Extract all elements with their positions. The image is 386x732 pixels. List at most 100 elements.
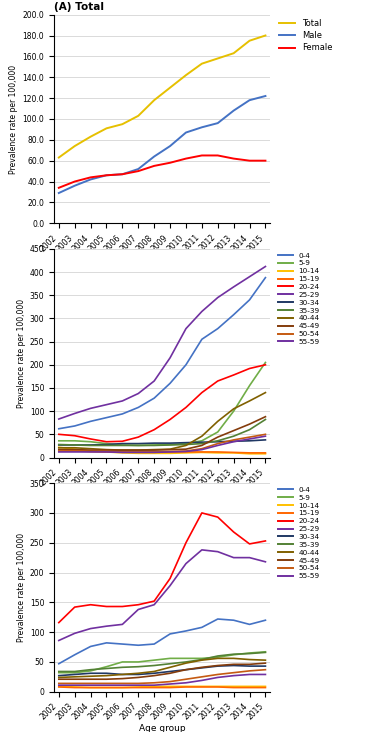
25-29 (263, 262, 268, 271)
10-14 (231, 449, 236, 458)
35-39 (104, 441, 109, 450)
0-4 (168, 630, 173, 638)
5-9 (215, 427, 220, 436)
55-59 (136, 681, 141, 690)
50-54 (200, 444, 204, 453)
45-49 (136, 673, 141, 681)
25-29 (104, 621, 109, 630)
45-49 (73, 675, 77, 684)
25-29 (56, 414, 61, 423)
40-44 (231, 654, 236, 662)
5-9 (136, 441, 141, 450)
55-59 (56, 447, 61, 456)
25-29 (88, 624, 93, 633)
40-44 (136, 446, 141, 455)
5-9 (184, 439, 188, 448)
30-34 (136, 439, 141, 448)
15-19 (231, 448, 236, 457)
45-49 (88, 675, 93, 684)
50-54 (168, 447, 173, 456)
50-54 (56, 679, 61, 688)
20-24 (184, 403, 188, 412)
50-54 (184, 675, 188, 684)
Line: Total: Total (59, 35, 266, 157)
Total (88, 132, 93, 141)
45-49 (215, 433, 220, 441)
0-4 (200, 623, 204, 632)
45-49 (88, 446, 93, 455)
15-19 (136, 683, 141, 692)
35-39 (263, 415, 268, 424)
30-34 (184, 438, 188, 447)
Line: 5-9: 5-9 (59, 651, 266, 673)
5-9 (200, 436, 204, 445)
55-59 (88, 681, 93, 690)
50-54 (231, 436, 236, 444)
10-14 (263, 449, 268, 458)
10-14 (247, 449, 252, 458)
5-9 (152, 656, 156, 665)
50-54 (136, 447, 141, 456)
20-24 (247, 364, 252, 373)
Line: 35-39: 35-39 (59, 652, 266, 671)
45-49 (56, 445, 61, 454)
0-4 (215, 615, 220, 624)
10-14 (184, 682, 188, 691)
5-9 (231, 651, 236, 660)
20-24 (56, 619, 61, 627)
45-49 (263, 659, 268, 668)
0-4 (88, 642, 93, 651)
Female (56, 184, 61, 193)
50-54 (263, 430, 268, 438)
Line: 30-34: 30-34 (59, 440, 266, 445)
35-39 (168, 660, 173, 668)
15-19 (215, 682, 220, 691)
55-59 (104, 447, 109, 456)
5-9 (73, 436, 77, 445)
30-34 (215, 437, 220, 446)
15-19 (104, 683, 109, 692)
5-9 (136, 657, 141, 666)
20-24 (104, 602, 109, 611)
35-39 (56, 667, 61, 676)
20-24 (73, 602, 77, 611)
20-24 (200, 388, 204, 397)
0-4 (120, 640, 125, 649)
50-54 (104, 447, 109, 456)
40-44 (120, 446, 125, 455)
40-44 (56, 673, 61, 681)
15-19 (56, 445, 61, 454)
0-4 (231, 616, 236, 624)
35-39 (247, 425, 252, 434)
35-39 (88, 441, 93, 450)
35-39 (120, 441, 125, 450)
45-49 (231, 426, 236, 435)
50-54 (88, 679, 93, 688)
15-19 (120, 683, 125, 692)
Line: 55-59: 55-59 (59, 436, 266, 452)
55-59 (152, 681, 156, 690)
50-54 (56, 447, 61, 455)
30-34 (88, 669, 93, 678)
55-59 (120, 448, 125, 457)
Female (247, 156, 252, 165)
20-24 (168, 574, 173, 583)
Line: 25-29: 25-29 (59, 550, 266, 640)
40-44 (152, 445, 156, 454)
45-49 (200, 441, 204, 450)
20-24 (215, 376, 220, 385)
Total (215, 54, 220, 63)
10-14 (104, 447, 109, 456)
0-4 (73, 651, 77, 660)
55-59 (184, 447, 188, 456)
Female (200, 151, 204, 160)
40-44 (88, 672, 93, 681)
Female (184, 154, 188, 163)
25-29 (263, 557, 268, 566)
Text: (A) Total: (A) Total (54, 2, 104, 12)
Line: 25-29: 25-29 (59, 266, 266, 419)
Male (215, 119, 220, 127)
35-39 (215, 651, 220, 660)
15-19 (120, 447, 125, 456)
45-49 (120, 446, 125, 455)
